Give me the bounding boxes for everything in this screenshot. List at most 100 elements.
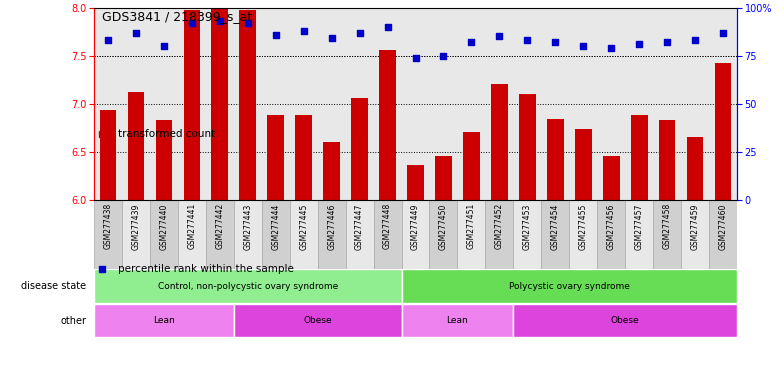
Text: transformed count: transformed count <box>118 129 215 139</box>
Point <box>577 43 590 49</box>
Bar <box>296 115 312 200</box>
Text: GDS3841 / 218399_s_at: GDS3841 / 218399_s_at <box>102 10 252 23</box>
Point <box>465 39 477 45</box>
Point <box>605 45 618 51</box>
Bar <box>318 200 346 269</box>
Bar <box>206 200 234 269</box>
Point <box>297 28 310 34</box>
Bar <box>407 165 424 200</box>
Text: GSM277454: GSM277454 <box>551 203 560 250</box>
Point <box>437 53 450 59</box>
Point <box>129 30 142 36</box>
Bar <box>514 304 737 337</box>
Bar <box>122 200 150 269</box>
Bar <box>430 200 457 269</box>
Text: percentile rank within the sample: percentile rank within the sample <box>118 264 293 274</box>
Text: GSM277440: GSM277440 <box>159 203 169 250</box>
Bar <box>491 84 508 200</box>
Bar <box>597 200 625 269</box>
Bar <box>183 10 200 200</box>
Text: GSM277453: GSM277453 <box>523 203 532 250</box>
Text: GSM277456: GSM277456 <box>607 203 615 250</box>
Point <box>493 33 506 40</box>
Text: GSM277448: GSM277448 <box>383 203 392 249</box>
Bar <box>351 98 368 200</box>
Bar <box>547 119 564 200</box>
Text: GSM277442: GSM277442 <box>216 203 224 249</box>
Point <box>158 43 170 49</box>
Bar <box>155 120 172 200</box>
Text: GSM277450: GSM277450 <box>439 203 448 250</box>
Bar <box>653 200 681 269</box>
Text: GSM277457: GSM277457 <box>634 203 644 250</box>
Point <box>409 55 422 61</box>
Bar <box>401 304 514 337</box>
Text: GSM277446: GSM277446 <box>327 203 336 250</box>
Text: other: other <box>60 316 86 326</box>
Point <box>689 37 702 43</box>
Bar <box>541 200 569 269</box>
Bar <box>379 50 396 200</box>
Bar <box>234 304 401 337</box>
Bar <box>178 200 206 269</box>
Text: Obese: Obese <box>303 316 332 325</box>
Point <box>521 37 534 43</box>
Text: GSM277443: GSM277443 <box>243 203 252 250</box>
Bar <box>519 94 535 200</box>
Bar <box>435 157 452 200</box>
Bar <box>603 157 619 200</box>
Bar <box>625 200 653 269</box>
Text: disease state: disease state <box>21 281 86 291</box>
Text: GSM277451: GSM277451 <box>467 203 476 249</box>
Text: GSM277439: GSM277439 <box>132 203 140 250</box>
Bar <box>401 200 430 269</box>
Text: GSM277438: GSM277438 <box>103 203 113 249</box>
Point <box>354 30 366 36</box>
Text: Obese: Obese <box>611 316 640 325</box>
Bar <box>94 304 234 337</box>
Bar <box>709 200 737 269</box>
Bar <box>485 200 514 269</box>
Bar <box>346 200 374 269</box>
Bar <box>128 92 144 200</box>
Bar <box>463 132 480 200</box>
Point <box>270 31 282 38</box>
Text: GSM277452: GSM277452 <box>495 203 504 249</box>
Bar <box>681 200 709 269</box>
Text: GSM277447: GSM277447 <box>355 203 364 250</box>
Point <box>661 39 673 45</box>
Text: Polycystic ovary syndrome: Polycystic ovary syndrome <box>509 281 630 291</box>
Text: GSM277459: GSM277459 <box>691 203 699 250</box>
Text: GSM277449: GSM277449 <box>411 203 420 250</box>
Point <box>325 35 338 41</box>
Point <box>549 39 561 45</box>
Bar <box>239 10 256 200</box>
Bar <box>569 200 597 269</box>
Bar <box>262 200 290 269</box>
Bar <box>659 120 676 200</box>
Text: GSM277455: GSM277455 <box>579 203 588 250</box>
Bar <box>212 8 228 200</box>
Bar <box>150 200 178 269</box>
Bar <box>267 115 284 200</box>
Point <box>241 20 254 26</box>
Point <box>717 30 729 36</box>
Bar <box>94 200 122 269</box>
Bar <box>234 200 262 269</box>
Point <box>213 18 226 24</box>
Bar <box>374 200 401 269</box>
Point <box>633 41 645 47</box>
Text: GSM277441: GSM277441 <box>187 203 197 249</box>
Bar <box>323 142 340 200</box>
Text: GSM277458: GSM277458 <box>662 203 672 249</box>
Point <box>186 20 198 26</box>
Bar <box>401 270 737 303</box>
Bar <box>514 200 541 269</box>
Text: Control, non-polycystic ovary syndrome: Control, non-polycystic ovary syndrome <box>158 281 338 291</box>
Bar <box>290 200 318 269</box>
Bar <box>457 200 485 269</box>
Bar <box>714 63 731 200</box>
Bar <box>687 137 703 200</box>
Point <box>381 24 394 30</box>
Text: GSM277460: GSM277460 <box>718 203 728 250</box>
